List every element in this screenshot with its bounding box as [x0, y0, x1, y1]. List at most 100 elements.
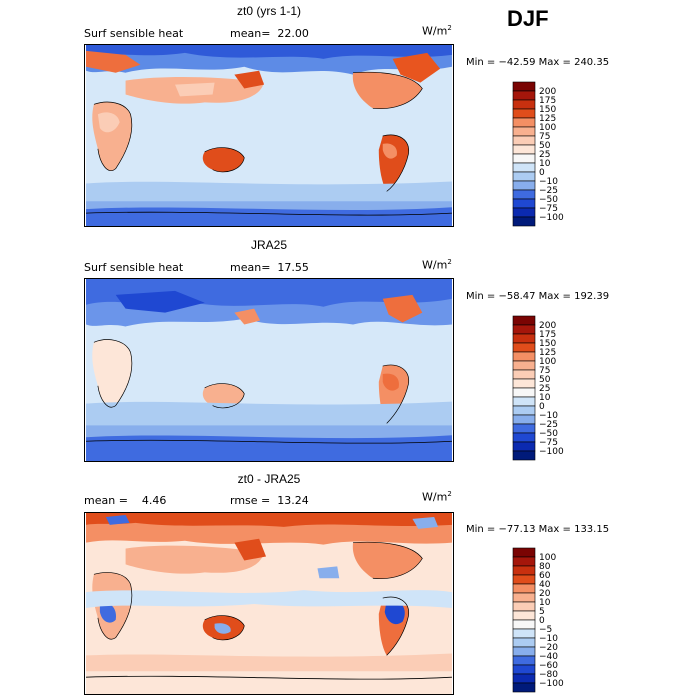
colorbar-1-box-4: [512, 117, 536, 128]
colorbar-3-tick-label: −40: [539, 652, 558, 662]
colorbar-2-tick-label: −100: [539, 447, 564, 457]
colorbar-3-box-5: [512, 592, 536, 603]
panel-3-title: zt0 - JRA25: [237, 472, 301, 486]
colorbar-2-tick-label: −50: [539, 429, 558, 439]
colorbar-1-box-0: [512, 81, 536, 92]
colorbar-3-box-6: [512, 601, 536, 612]
colorbar-2-tick-label: 150: [539, 339, 556, 349]
season-label: DJF: [507, 6, 549, 31]
colorbar-3-box-7: [512, 610, 536, 621]
colorbar-3-box-8: [512, 619, 536, 630]
panel-1-variable-label: Surf sensible heat: [84, 27, 184, 40]
panel-2-mean-value: 17.55: [277, 261, 309, 274]
colorbar-3-box-11: [512, 646, 536, 657]
colorbar-3-tick-label: 5: [539, 607, 545, 617]
colorbar-2-tick-label: 75: [539, 366, 550, 376]
colorbar-2-tick-label: 100: [539, 357, 556, 367]
colorbar-3-tick-label: 100: [539, 553, 556, 563]
colorbar-2-box-0: [512, 315, 536, 326]
colorbar-3-tick-label: −80: [539, 670, 558, 680]
colorbar-3-box-10: [512, 637, 536, 648]
colorbar-1-box-5: [512, 126, 536, 137]
colorbar-2-tick-label: 10: [539, 393, 551, 403]
colorbar-3-tick-label: −5: [539, 625, 552, 635]
panel-3-rmse-key: rmse =: [230, 494, 271, 507]
colorbar-3-box-2: [512, 565, 536, 576]
colorbar-2-box-6: [512, 369, 536, 380]
panel-3-mean-label: mean = 4.46: [84, 494, 166, 507]
colorbar-1-box-10: [512, 171, 536, 182]
colorbar-1-tick-label: 125: [539, 114, 556, 124]
colorbar-3-box-1: [512, 556, 536, 567]
colorbar-1-box-6: [512, 135, 536, 146]
colorbar-3-tick-label: 80: [539, 562, 551, 572]
colorbar-1-tick-label: −10: [539, 177, 558, 187]
colorbar-3-tick-label: 60: [539, 571, 551, 581]
colorbar-1-tick-label: 0: [539, 168, 545, 178]
panel-1-units: W/m2: [422, 24, 452, 38]
colorbar-3-box-3: [512, 574, 536, 585]
colorbar-2-tick-label: −10: [539, 411, 558, 421]
panel-2-mean-label: mean= 17.55: [230, 261, 309, 274]
colorbar-1-tick-label: 150: [539, 105, 556, 115]
colorbar-2-box-8: [512, 387, 536, 398]
panel-3-mean-value: 4.46: [141, 494, 167, 507]
colorbar-2-box-15: [512, 450, 536, 461]
panel-1-mean-key: mean=: [230, 27, 271, 40]
colorbar-3-box-15: [512, 682, 536, 693]
colorbar-1-box-2: [512, 99, 536, 110]
colorbar-1-tick-label: 10: [539, 159, 551, 169]
panel-2-variable-label: Surf sensible heat: [84, 261, 184, 274]
colorbar-3-box-14: [512, 673, 536, 684]
panel-3-mean-key: mean =: [84, 494, 128, 507]
colorbar-1-box-9: [512, 162, 536, 173]
colorbar-1-tick-label: −75: [539, 204, 558, 214]
colorbar-1-tick-label: −100: [539, 213, 564, 223]
colorbar-1-box-12: [512, 189, 536, 200]
colorbar-2-box-12: [512, 423, 536, 434]
colorbar-1-box-15: [512, 216, 536, 227]
colorbar-2-box-14: [512, 441, 536, 452]
colorbar-3-tick-label: −10: [539, 634, 558, 644]
colorbar-1-box-1: [512, 90, 536, 101]
panel-3-map: [84, 512, 454, 695]
colorbar-1-tick-label: 75: [539, 132, 550, 142]
colorbar-3-box-9: [512, 628, 536, 639]
colorbar-2-box-7: [512, 378, 536, 389]
colorbar-2-box-2: [512, 333, 536, 344]
colorbar-3-tick-label: −100: [539, 679, 564, 689]
panel-3-units: W/m2: [422, 490, 452, 504]
panel-1-min-max: Min = −42.59 Max = 240.35: [466, 57, 610, 68]
colorbar-2-tick-label: −25: [539, 420, 558, 430]
colorbar-2-box-4: [512, 351, 536, 362]
colorbar-2-tick-label: −75: [539, 438, 558, 448]
panel-1-mean-value: 22.00: [277, 27, 309, 40]
panel-3-rmse-label: rmse = 13.24: [230, 494, 309, 507]
panel-2-units: W/m2: [422, 258, 452, 272]
colorbar-2-tick-label: 175: [539, 330, 556, 340]
colorbar-3-box-0: [512, 547, 536, 558]
colorbar-1-box-13: [512, 198, 536, 209]
colorbar-1-tick-label: −50: [539, 195, 558, 205]
colorbar-3-tick-label: −60: [539, 661, 558, 671]
colorbar-3-tick-label: 10: [539, 598, 551, 608]
colorbar-2-box-13: [512, 432, 536, 443]
panel-2-title: JRA25: [250, 238, 288, 252]
panel-3-min-max: Min = −77.13 Max = 133.15: [466, 524, 610, 535]
colorbar-1-tick-label: 50: [539, 141, 551, 151]
colorbar-2-box-3: [512, 342, 536, 353]
colorbar-3-box-4: [512, 583, 536, 594]
colorbar-1-box-11: [512, 180, 536, 191]
panel-2-min-max: Min = −58.47 Max = 192.39: [466, 291, 610, 302]
colorbar-3-tick-label: 40: [539, 580, 551, 590]
colorbar-2-tick-label: 50: [539, 375, 551, 385]
panel-2-map: [84, 278, 454, 462]
colorbar-1-tick-label: 200: [539, 87, 556, 97]
panel-3-rmse-value: 13.24: [277, 494, 309, 507]
panel-1-map: [84, 44, 454, 227]
colorbar-2-tick-label: 0: [539, 402, 545, 412]
colorbar-2-tick-label: 125: [539, 348, 556, 358]
